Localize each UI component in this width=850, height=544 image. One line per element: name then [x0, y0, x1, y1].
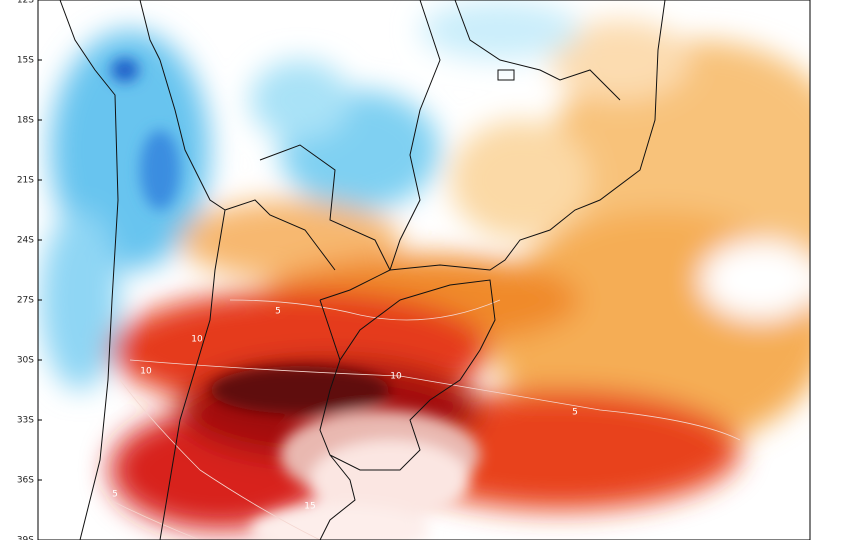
latitude-label: 39S: [17, 536, 34, 541]
latitude-label: 21S: [17, 176, 34, 186]
latitude-label: 33S: [17, 416, 34, 426]
contour-lines: [109, 299, 741, 540]
contour-label: 15: [304, 502, 315, 512]
contour-label: 10: [140, 367, 152, 377]
contour-label: 5: [275, 307, 281, 317]
latitude-label: 18S: [17, 116, 34, 126]
anomaly-field: [38, 0, 810, 540]
contour-label: 5: [112, 490, 118, 500]
latitude-label: 12S: [17, 0, 34, 6]
contour-label: 10: [390, 372, 402, 382]
latitude-label: 15S: [17, 56, 34, 66]
latitude-label: 30S: [17, 356, 34, 366]
latitude-label: 24S: [17, 236, 34, 246]
contour-label: 5: [572, 408, 578, 418]
latitude-label: 36S: [17, 476, 34, 486]
country-borders: [59, 0, 666, 540]
latitude-label: 27S: [17, 296, 34, 306]
contour-labels: 5 10 10 10 5 5 15: [112, 307, 578, 512]
contour-label: 10: [191, 335, 203, 345]
